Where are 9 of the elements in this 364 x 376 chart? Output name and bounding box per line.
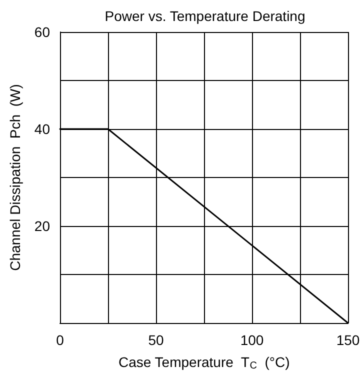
x-tick-label: 150: [336, 332, 360, 348]
x-tick-label: 50: [148, 332, 164, 348]
chart-title: Power vs. Temperature Derating: [104, 8, 306, 24]
x-tick-label: 0: [56, 332, 64, 348]
y-tick-label: 60: [34, 24, 50, 40]
y-tick-label: 20: [34, 218, 50, 234]
y-tick-label: 40: [34, 121, 50, 137]
x-tick-label: 100: [240, 332, 264, 348]
y-axis-title: Channel Dissipation Pch (W): [7, 84, 23, 271]
